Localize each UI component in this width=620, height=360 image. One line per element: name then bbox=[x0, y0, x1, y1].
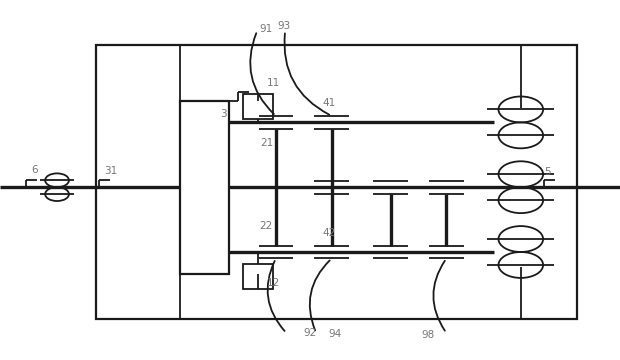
Bar bbox=[96, 45, 577, 319]
Text: 93: 93 bbox=[278, 21, 291, 31]
Text: 98: 98 bbox=[422, 330, 435, 340]
Text: 42: 42 bbox=[322, 228, 335, 238]
Text: 21: 21 bbox=[260, 138, 273, 148]
Text: 22: 22 bbox=[259, 221, 272, 231]
Bar bbox=[180, 101, 229, 274]
Bar bbox=[243, 264, 273, 289]
Text: 6: 6 bbox=[31, 165, 38, 175]
Text: 92: 92 bbox=[304, 328, 317, 338]
Text: 41: 41 bbox=[322, 98, 335, 108]
Text: 12: 12 bbox=[267, 278, 280, 288]
Text: 5: 5 bbox=[544, 167, 551, 177]
Text: 91: 91 bbox=[259, 24, 272, 34]
Bar bbox=[243, 94, 273, 119]
Text: 11: 11 bbox=[267, 78, 280, 88]
Text: 31: 31 bbox=[104, 166, 117, 176]
Text: 94: 94 bbox=[329, 329, 342, 339]
Text: 3: 3 bbox=[220, 109, 227, 119]
